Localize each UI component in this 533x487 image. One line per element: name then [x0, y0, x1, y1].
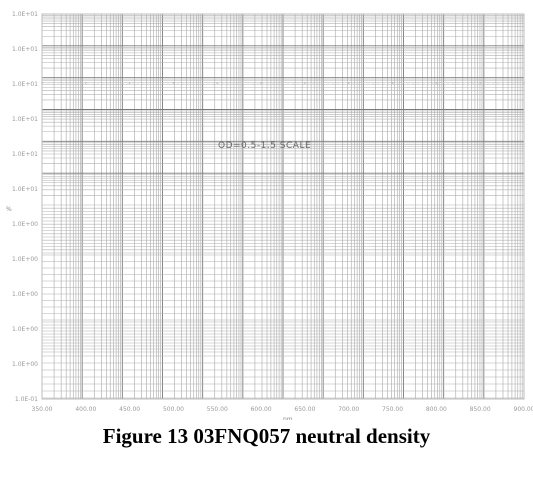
- data-point: [479, 81, 482, 84]
- x-tick-label: 850.00: [470, 406, 491, 413]
- x-tick-label: 700.00: [338, 406, 359, 413]
- y-tick-label: 1.0E+00: [12, 361, 38, 368]
- data-point: [84, 81, 87, 84]
- x-tick-labels: 350.00 400.00 450.00 500.00 550.00 600.00 650.…: [32, 406, 533, 413]
- y-tick-label: 1.0E+01: [12, 116, 38, 123]
- y-tick-label: 1.0E-01: [15, 396, 38, 403]
- figure-caption: Figure 13 03FNQ057 neutral density: [102, 424, 431, 448]
- grid: [41, 13, 524, 399]
- x-tick-label: 550.00: [207, 406, 228, 413]
- data-point: [172, 81, 175, 84]
- y-tick-label: 1.0E+00: [12, 256, 38, 263]
- data-point: [304, 81, 306, 84]
- y-tick-label: 1.0E+00: [12, 221, 38, 228]
- x-tick-label: 450.00: [119, 406, 140, 413]
- y-tick-label: 1.0E+01: [12, 81, 38, 88]
- chart: 1.0E+01 1.0E+01 1.0E+01 1.0E+01 1.0E+01 1.0E+…: [6, 11, 533, 420]
- series-layer: [41, 81, 525, 84]
- data-point: [128, 81, 131, 84]
- x-tick-label: 650.00: [294, 406, 315, 413]
- data-point: [41, 81, 43, 84]
- x-tick-label: 400.00: [75, 406, 96, 413]
- data-point: [523, 81, 525, 84]
- data-point: [435, 81, 438, 84]
- y-axis-label: %: [6, 206, 12, 213]
- y-tick-label: 1.0E+01: [12, 186, 38, 193]
- plot-frame: [41, 13, 525, 400]
- chart-svg: 1.0E+01 1.0E+01 1.0E+01 1.0E+01 1.0E+01 1.0E+…: [6, 11, 533, 420]
- y-tick-label: 1.0E+01: [12, 11, 38, 18]
- x-tick-label: 750.00: [382, 406, 403, 413]
- y-tick-label: 1.0E+01: [12, 46, 38, 53]
- data-point: [347, 81, 350, 84]
- data-point: [260, 81, 262, 84]
- x-tick-label: 600.00: [251, 406, 272, 413]
- x-tick-label: 900.00: [514, 406, 533, 413]
- y-tick-label: 1.0E+00: [12, 291, 38, 298]
- y-tick-label: 1.0E+00: [12, 326, 38, 333]
- y-tick-labels: 1.0E+01 1.0E+01 1.0E+01 1.0E+01 1.0E+01 1.0E+…: [12, 11, 38, 403]
- chart-annotation: OD=0.5-1.5 SCALE: [218, 141, 311, 151]
- data-point: [391, 81, 394, 84]
- data-point: [216, 81, 219, 84]
- x-tick-label: 350.00: [32, 406, 53, 413]
- x-axis-label: nm: [283, 416, 293, 420]
- x-tick-label: 800.00: [426, 406, 447, 413]
- x-tick-label: 500.00: [163, 406, 184, 413]
- y-tick-label: 1.0E+01: [12, 151, 38, 158]
